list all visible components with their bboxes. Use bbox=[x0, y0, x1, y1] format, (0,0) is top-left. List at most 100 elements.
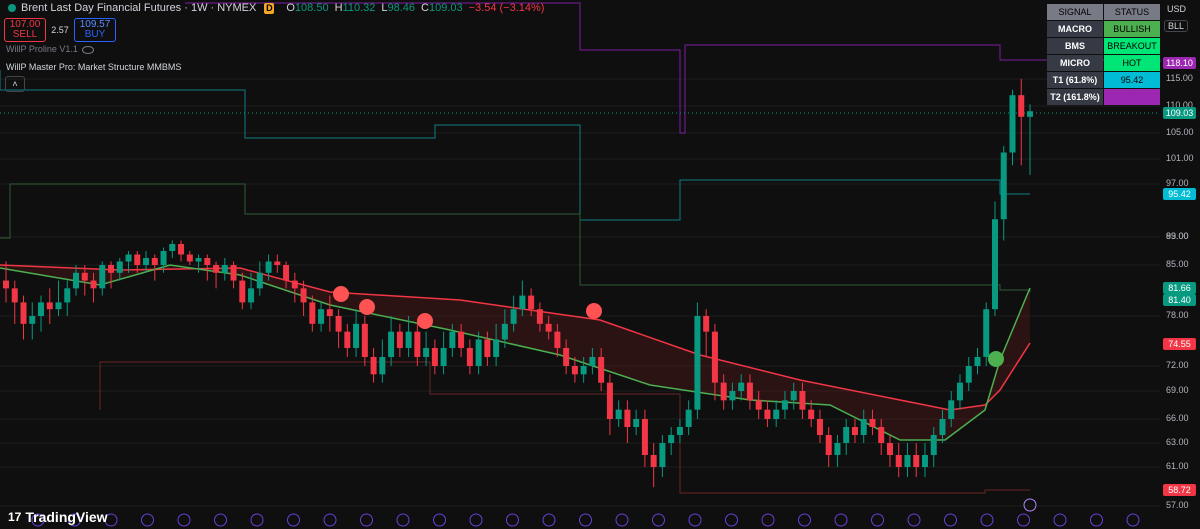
candle-body bbox=[860, 419, 867, 435]
candle-body bbox=[659, 443, 666, 467]
candle-body bbox=[668, 435, 675, 443]
event-marker-icon bbox=[104, 513, 118, 527]
candle-body bbox=[571, 366, 578, 375]
currency-label[interactable]: USD bbox=[1167, 4, 1187, 14]
candle-body bbox=[195, 258, 202, 262]
candle-body bbox=[449, 331, 456, 348]
axis-price-label: 81.40 bbox=[1163, 294, 1196, 306]
change-value: −3.54 (−3.14%) bbox=[468, 2, 545, 14]
symbol-title[interactable]: Brent Last Day Financial Futures · 1W · … bbox=[21, 2, 257, 14]
candle-body bbox=[326, 309, 333, 316]
candle-body bbox=[510, 309, 517, 324]
event-marker-icon bbox=[433, 513, 446, 527]
candle-body bbox=[64, 288, 71, 303]
fast-ma-line bbox=[0, 264, 1031, 441]
candle-body bbox=[160, 251, 167, 265]
event-marker-icon bbox=[469, 513, 483, 527]
event-marker-icon bbox=[798, 513, 811, 527]
event-marker-icon bbox=[250, 513, 264, 527]
candle-body bbox=[965, 366, 972, 383]
axis-tick-label: 85.00 bbox=[1166, 259, 1189, 269]
candle-body bbox=[746, 382, 753, 401]
candle-body bbox=[834, 443, 841, 455]
candle-body bbox=[974, 356, 981, 366]
t1-level-line bbox=[0, 70, 1030, 221]
event-marker-icon bbox=[1090, 513, 1103, 527]
event-marker-icon bbox=[761, 513, 775, 527]
bearish-signal-dot bbox=[417, 313, 433, 329]
open-label: O bbox=[286, 2, 295, 14]
candle-body bbox=[851, 427, 858, 435]
axis-tick-label: 72.00 bbox=[1166, 360, 1189, 370]
signal-name: T1 (61.8%) bbox=[1047, 72, 1103, 88]
candle-body bbox=[650, 455, 657, 467]
candle-body bbox=[405, 331, 412, 348]
candle-body bbox=[816, 419, 823, 435]
candle-body bbox=[939, 419, 946, 435]
bearish-signal-dot bbox=[359, 299, 375, 315]
sell-button[interactable]: 107.00 SELL bbox=[4, 18, 46, 42]
event-marker-icon bbox=[31, 513, 45, 527]
candle-body bbox=[606, 382, 613, 419]
delayed-badge[interactable]: D bbox=[264, 2, 275, 14]
unit-label[interactable]: BLL bbox=[1164, 20, 1189, 32]
candle-body bbox=[948, 400, 955, 419]
axis-price-label: 118.10 bbox=[1163, 57, 1196, 69]
signal-row: BMS BREAKOUT bbox=[1047, 38, 1160, 54]
candle-body bbox=[213, 265, 220, 273]
signal-row: T2 (161.8%) 118.1 bbox=[1047, 89, 1160, 105]
sell-label: SELL bbox=[12, 29, 38, 40]
indicator-proline-label: WillP Proline V1.1 bbox=[6, 44, 78, 54]
candle-body bbox=[878, 427, 885, 443]
low-value: 98.46 bbox=[387, 2, 416, 14]
signal-name: MACRO bbox=[1047, 21, 1103, 37]
axis-tick-label: 78.00 bbox=[1166, 310, 1189, 320]
candle-body bbox=[956, 382, 963, 401]
eye-hidden-icon[interactable] bbox=[81, 45, 94, 54]
candle-body bbox=[73, 272, 80, 289]
candle-body bbox=[825, 435, 832, 455]
candle-body bbox=[685, 409, 692, 427]
indicator-proline[interactable]: WillP Proline V1.1 bbox=[6, 44, 94, 54]
candle-body bbox=[108, 265, 115, 273]
candle-body bbox=[370, 356, 377, 375]
buy-button[interactable]: 109.57 BUY bbox=[74, 18, 116, 42]
candle-body bbox=[458, 331, 465, 348]
candle-body bbox=[493, 339, 500, 357]
candle-body bbox=[563, 347, 570, 366]
candle-body bbox=[379, 356, 386, 375]
candle-body bbox=[186, 254, 193, 262]
axis-tick-label: 66.00 bbox=[1166, 413, 1189, 423]
candle-body bbox=[615, 409, 622, 419]
signal-status: 118.1 bbox=[1104, 89, 1160, 105]
candle-body bbox=[318, 309, 325, 324]
signal-row: MACRO BULLISH bbox=[1047, 21, 1160, 37]
candle-body bbox=[3, 280, 9, 289]
candle-body bbox=[466, 347, 473, 366]
signal-name: T2 (161.8%) bbox=[1047, 89, 1103, 105]
event-marker-icon bbox=[725, 513, 738, 527]
candle-body bbox=[886, 443, 893, 455]
signal-name: MICRO bbox=[1047, 55, 1103, 71]
candle-body bbox=[729, 391, 736, 401]
candle-body bbox=[1018, 95, 1025, 117]
high-label: H bbox=[334, 2, 343, 14]
close-value: 109.03 bbox=[428, 2, 463, 14]
event-marker-icon bbox=[396, 513, 410, 527]
open-value: 108.50 bbox=[294, 2, 329, 14]
low-label: L bbox=[381, 2, 388, 14]
tradingview-logo[interactable]: 17 TradingView bbox=[8, 509, 108, 525]
candle-body bbox=[414, 331, 421, 357]
candle-body bbox=[300, 288, 307, 303]
collapse-indicators-button[interactable]: ˄ bbox=[5, 76, 25, 92]
signal-row: T1 (61.8%) 95.42 bbox=[1047, 72, 1160, 88]
candle-body bbox=[808, 409, 815, 419]
candle-body bbox=[738, 382, 745, 391]
indicator-master-pro[interactable]: WillP Master Pro: Market Structure MMBMS bbox=[6, 62, 181, 72]
candle-body bbox=[913, 455, 920, 467]
event-marker-icon bbox=[980, 513, 994, 527]
candle-body bbox=[720, 382, 727, 401]
candle-body bbox=[283, 265, 290, 281]
candle-body bbox=[90, 280, 97, 289]
